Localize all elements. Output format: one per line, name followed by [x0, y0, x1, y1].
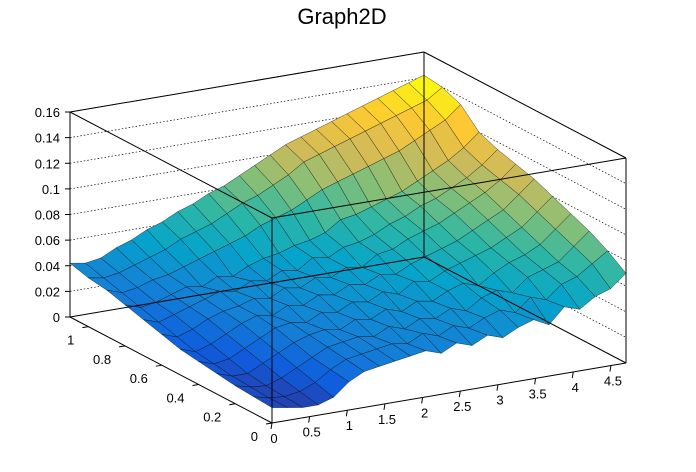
y-tick-mark	[82, 326, 89, 329]
x-tick-label: 0	[270, 431, 277, 446]
x-tick-label: 4.5	[604, 374, 622, 389]
x-tick-label: 4	[572, 380, 579, 395]
z-tick-label: 0.04	[35, 259, 60, 274]
box-edge-6	[69, 51, 425, 113]
x-tick-label: 2.5	[453, 399, 471, 414]
y-tick-label: 0.2	[203, 410, 221, 425]
y-tick-mark	[119, 345, 126, 348]
box-edge-7	[69, 111, 273, 219]
z-tick-label: 0.08	[35, 208, 60, 223]
x-tick-mark	[270, 422, 273, 430]
x-tick-mark	[609, 365, 612, 372]
x-tick-label: 3	[496, 393, 503, 408]
z-tick-label: 0.16	[35, 105, 60, 120]
z-tick-label: 0.06	[35, 233, 60, 248]
box-edge-2	[69, 256, 425, 318]
x-tick-mark	[383, 403, 386, 410]
x-tick-mark	[534, 378, 537, 385]
x-tick-label: 3.5	[529, 386, 547, 401]
y-tick-label: 0.6	[130, 371, 148, 386]
chart-title: Graph2D	[297, 4, 386, 29]
x-tick-label: 1.5	[378, 412, 396, 427]
surface-layer	[69, 74, 627, 408]
x-tick-label: 0.5	[303, 425, 321, 440]
x-tick-mark	[308, 416, 311, 423]
y-tick-label: 0	[251, 429, 258, 444]
z-gridline-6	[69, 102, 627, 210]
surface-facet	[591, 250, 627, 289]
x-tick-mark	[496, 384, 499, 391]
x-tick-label: 1	[346, 418, 353, 433]
box-edge-3	[69, 316, 273, 424]
x-tick-label: 2	[421, 405, 428, 420]
y-tick-mark	[155, 364, 162, 367]
tick-label-layer: 0 0.5 1 1.5 2 2.5 3 3.5 4 4.500.20.40.60.8100.020…	[35, 105, 622, 446]
z-tick-label: 0.14	[35, 131, 60, 146]
x-tick-mark	[421, 397, 424, 404]
z-tick-label: 0	[53, 310, 60, 325]
z-tick-label: 0.12	[35, 156, 60, 171]
y-tick-mark	[229, 403, 236, 406]
z-gridline-7	[69, 77, 627, 184]
z-gridline-5	[69, 128, 627, 236]
y-tick-mark	[192, 383, 199, 386]
axis-layer	[65, 51, 627, 430]
box-edge-4	[271, 157, 627, 219]
y-tick-mark	[265, 422, 273, 425]
x-tick-mark	[458, 391, 461, 398]
z-tick-label: 0.02	[35, 284, 60, 299]
y-tick-label: 0.8	[93, 352, 111, 367]
y-tick-label: 1	[67, 333, 74, 348]
box-edge-1	[423, 256, 627, 364]
box-edge-5	[423, 51, 627, 159]
x-tick-mark	[571, 371, 574, 379]
x-tick-mark	[345, 410, 348, 417]
box-edge-0	[271, 362, 627, 424]
z-tick-label: 0.1	[42, 182, 60, 197]
y-tick-label: 0.4	[166, 390, 184, 405]
